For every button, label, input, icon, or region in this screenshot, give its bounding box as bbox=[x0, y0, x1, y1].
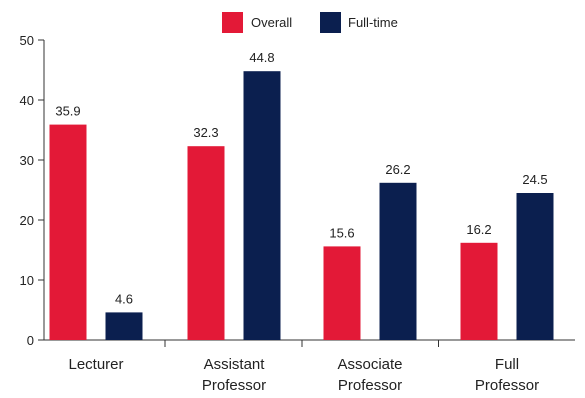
y-tick-label: 30 bbox=[20, 153, 34, 168]
legend-label-1: Overall bbox=[251, 15, 292, 30]
legend-label-2: Full-time bbox=[348, 15, 398, 30]
y-tick-label: 20 bbox=[20, 213, 34, 228]
bar-overall-3 bbox=[323, 246, 361, 340]
y-tick-label: 40 bbox=[20, 93, 34, 108]
data-label: 16.2 bbox=[466, 222, 491, 237]
data-label: 32.3 bbox=[193, 125, 218, 140]
bar-full-time-1 bbox=[105, 312, 143, 340]
data-label: 35.9 bbox=[55, 104, 80, 119]
data-label: 15.6 bbox=[329, 225, 354, 240]
bar-overall-2 bbox=[187, 146, 225, 340]
bar-full-time-2 bbox=[243, 71, 281, 340]
bar-full-time-3 bbox=[379, 182, 417, 340]
y-tick-label: 50 bbox=[20, 33, 34, 48]
y-tick-label: 10 bbox=[20, 273, 34, 288]
data-label: 44.8 bbox=[249, 50, 274, 65]
x-category-label: Lecturer bbox=[68, 356, 123, 373]
x-category-label: Associate Professor bbox=[337, 356, 402, 394]
bar-full-time-4 bbox=[516, 193, 554, 340]
bar-overall-4 bbox=[460, 242, 498, 340]
data-label: 26.2 bbox=[385, 162, 410, 177]
legend-swatch-1 bbox=[222, 12, 243, 33]
y-tick-label: 0 bbox=[27, 333, 34, 348]
x-category-label: Full Professor bbox=[475, 356, 539, 394]
legend-swatch-2 bbox=[320, 12, 341, 33]
x-category-label: Assistant Professor bbox=[202, 356, 266, 394]
data-label: 24.5 bbox=[522, 172, 547, 187]
bar-overall-1 bbox=[49, 124, 87, 340]
data-label: 4.6 bbox=[115, 291, 133, 306]
